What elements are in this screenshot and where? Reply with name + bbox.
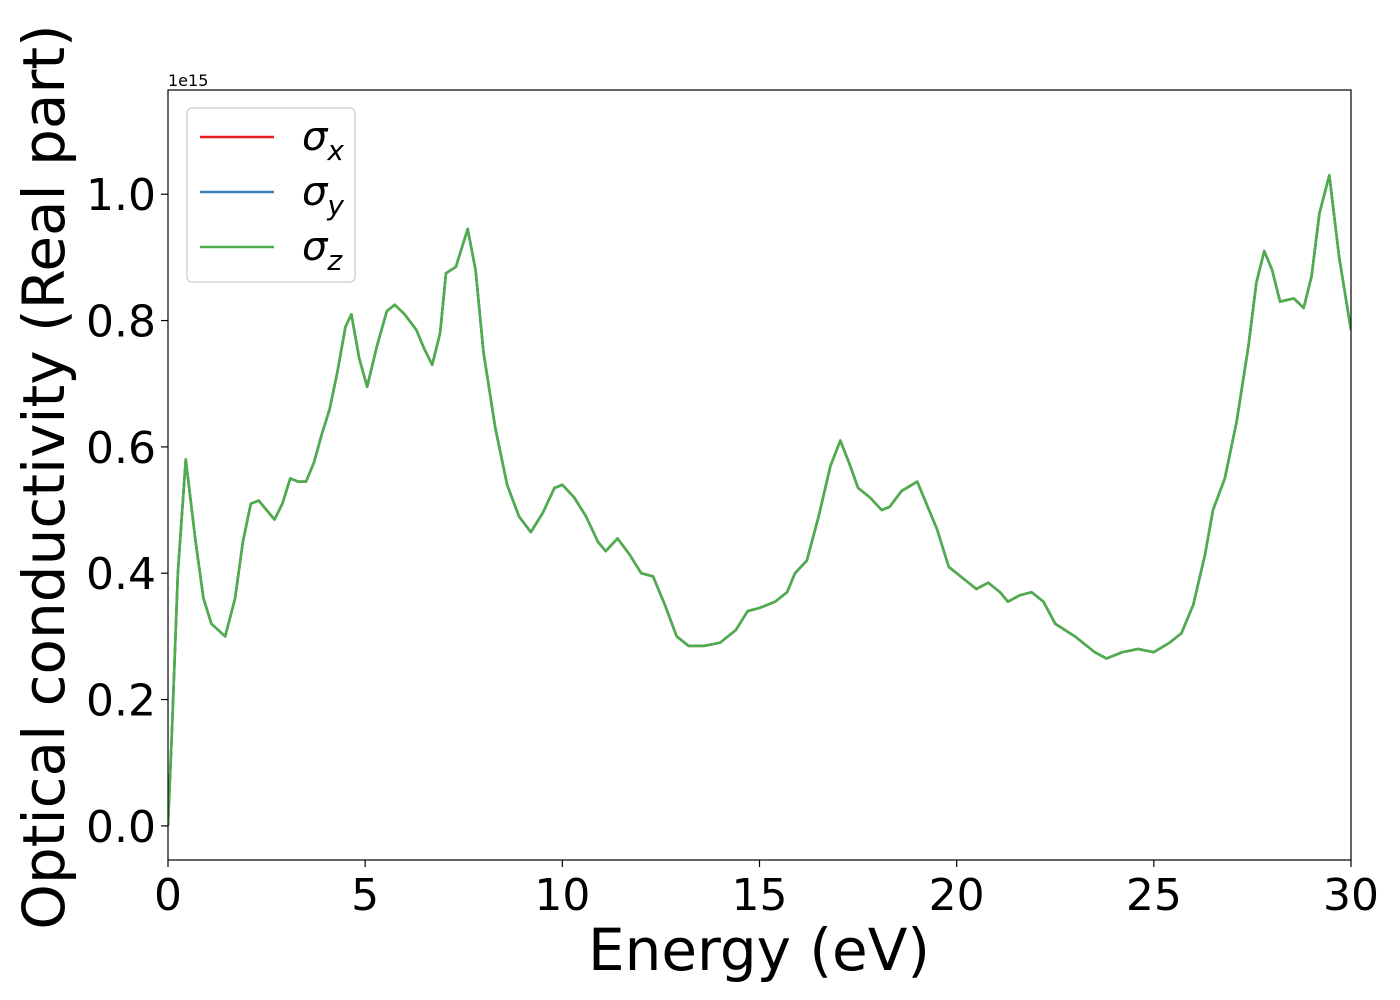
x-tick-label: 25 [1126, 870, 1182, 921]
x-tick-label: 5 [351, 870, 379, 921]
legend-subscript: y [326, 189, 344, 222]
legend-subscript: x [326, 134, 344, 167]
series-line [168, 174, 1351, 826]
legend-symbol: σ [302, 114, 329, 160]
legend-symbol: σ [302, 169, 329, 215]
y-tick-label: 0.8 [86, 297, 156, 348]
x-axis-label: Energy (eV) [588, 916, 930, 984]
y-tick-label: 0.0 [86, 802, 156, 853]
offset-label: 1e15 [168, 71, 208, 90]
plot [168, 174, 1351, 826]
plot-frame [167, 89, 1352, 861]
x-tick-label: 20 [929, 870, 985, 921]
y-tick-label: 0.2 [86, 676, 156, 727]
y-tick-label: 0.6 [86, 423, 156, 474]
x-tick-label: 15 [732, 870, 788, 921]
y-tick-label: 1.0 [86, 170, 156, 221]
legend-symbol: σ [302, 224, 329, 270]
x-tick-label: 0 [154, 870, 182, 921]
x-tick-label: 10 [534, 870, 590, 921]
x-tick-label: 30 [1323, 870, 1379, 921]
legend-box [186, 107, 356, 283]
y-tick-label: 0.4 [86, 549, 156, 600]
legend-label: σx [302, 114, 344, 167]
legend-label: σy [302, 169, 344, 222]
legend-subscript: z [326, 244, 343, 277]
y-axis-label: Optical conductivity (Real part) [10, 24, 78, 929]
legend-label: σz [302, 224, 343, 277]
